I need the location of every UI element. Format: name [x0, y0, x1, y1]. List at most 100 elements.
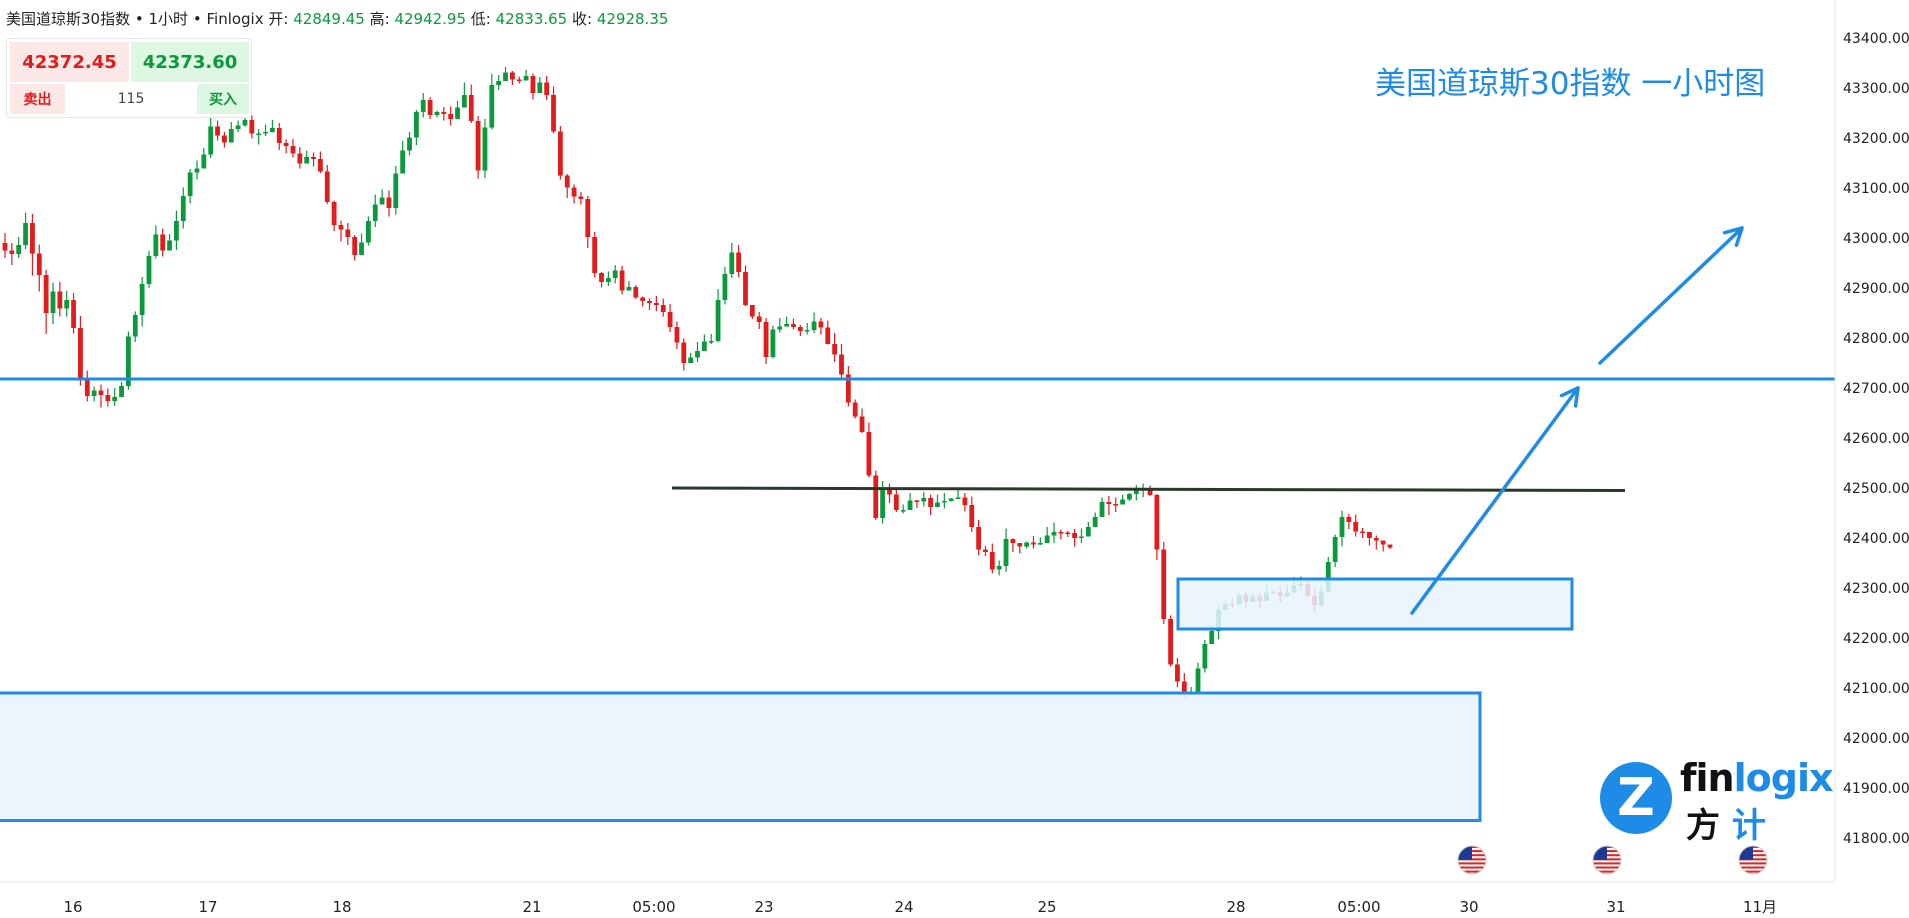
logo-mark-icon: Z [1600, 762, 1672, 834]
buy-button[interactable]: 买入 [197, 84, 249, 114]
candle-body [461, 95, 467, 108]
price-tick-label: 42800.00 [1843, 331, 1909, 347]
candle [235, 120, 241, 132]
candle-body [1024, 542, 1030, 547]
time-tick-label: 11月 [1743, 898, 1777, 916]
candle-body [935, 502, 940, 507]
candle [1387, 544, 1393, 549]
candle-body [887, 489, 892, 495]
buy-price-button[interactable]: 42373.60 [131, 42, 249, 82]
candle [324, 165, 330, 204]
candle [372, 194, 378, 227]
candle-body [249, 120, 255, 134]
candle [1024, 541, 1030, 549]
candle-body [126, 336, 131, 386]
candle-body [1106, 502, 1112, 504]
candle [331, 200, 337, 231]
candle [1058, 529, 1064, 540]
finlogix-logo: Z finlogix 方 计 [1600, 756, 1833, 846]
candle-body [1031, 542, 1036, 545]
sell-price-button[interactable]: 42372.45 [10, 42, 129, 82]
candle-body [708, 341, 714, 343]
candle [16, 237, 22, 258]
candle [928, 494, 934, 515]
candle [1346, 514, 1352, 529]
candle-body [317, 159, 323, 172]
candle-body [352, 237, 358, 255]
candle-body [948, 498, 954, 501]
candle [1195, 662, 1201, 694]
candle [914, 500, 920, 508]
candle [551, 86, 556, 134]
candle-body [516, 79, 522, 81]
candle-body [1373, 538, 1379, 541]
candle-body [331, 202, 337, 225]
candle-body [9, 250, 15, 254]
candle-body [1085, 527, 1091, 537]
price-tick-label: 42600.00 [1843, 431, 1909, 447]
candle-body [475, 121, 481, 171]
candle-body [311, 157, 316, 159]
candle-body [804, 330, 810, 332]
low-value: 42833.65 [495, 10, 568, 28]
candle [667, 304, 673, 332]
candle [962, 493, 968, 512]
candle-body [372, 204, 378, 221]
candle-body [167, 240, 172, 251]
price-axis[interactable]: 43400.00 43300.00 43200.00 43100.00 43000.00… [1834, 0, 1909, 882]
candle-body [976, 527, 982, 550]
candle-body [537, 82, 543, 93]
candle [489, 74, 495, 130]
candle-body [1367, 532, 1372, 538]
candle-body [900, 510, 906, 512]
candle-body [242, 120, 248, 126]
candle-body [468, 95, 474, 121]
candle [1051, 522, 1057, 543]
price-tick-label: 43300.00 [1843, 81, 1909, 97]
candle-body [647, 301, 652, 303]
candle-body [1175, 664, 1180, 682]
candle [695, 342, 700, 362]
logo-cn-wordmark: 方 计 [1686, 798, 1766, 847]
candle-body [84, 378, 90, 396]
candle-body [743, 272, 748, 305]
projection-arrow [1410, 386, 1580, 615]
candle [57, 282, 63, 317]
candle [1339, 510, 1345, 547]
candle [201, 148, 207, 169]
candle-body [653, 303, 659, 305]
candle [647, 298, 652, 310]
candle-body [791, 324, 796, 327]
interval-label[interactable]: 1小时 [148, 10, 189, 28]
candle-body [969, 505, 975, 527]
candle [592, 232, 598, 278]
flag-stripe [1739, 866, 1767, 869]
sell-button[interactable]: 卖出 [10, 84, 65, 114]
candle [1353, 514, 1359, 537]
candle [770, 325, 776, 359]
candle-body [1346, 517, 1352, 522]
candle-body [1332, 537, 1338, 562]
candle-body [996, 566, 1002, 570]
candle [722, 267, 728, 305]
candle-body [880, 489, 886, 518]
candle-body [1120, 499, 1125, 505]
candle [153, 225, 159, 259]
candle [688, 353, 694, 363]
flag-ring [1592, 845, 1622, 875]
candle [290, 139, 296, 158]
symbol-name[interactable]: 美国道琼斯30指数 [6, 10, 131, 28]
candle-body [839, 354, 844, 375]
time-axis[interactable]: 16 17 18 21 05:00 23 24 25 28 05:00 30 31 11月 [0, 881, 1835, 916]
candle [2, 233, 8, 258]
candle-body [441, 112, 447, 114]
candle-body [1387, 544, 1393, 548]
candle [23, 212, 28, 249]
candle-body [276, 128, 282, 143]
candle-body [208, 126, 214, 155]
candle [461, 82, 467, 108]
candle-body [187, 172, 193, 196]
candle-body [256, 133, 262, 135]
candle-body [763, 322, 769, 357]
